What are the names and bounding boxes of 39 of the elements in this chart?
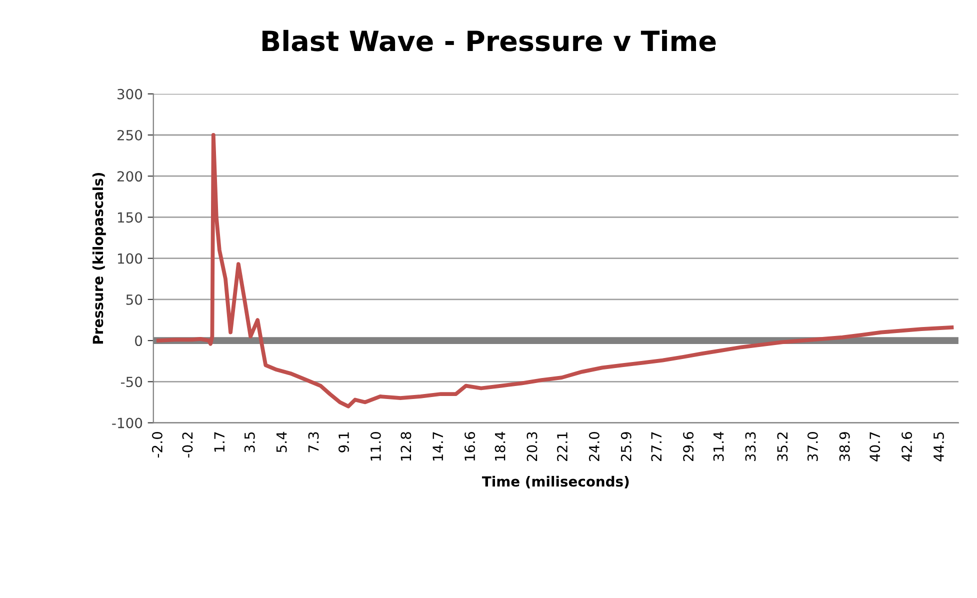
x-tick-label: 40.7 (870, 432, 880, 462)
x-tick-label: 24.0 (588, 432, 600, 462)
x-tick-label: 35.2 (777, 432, 788, 461)
x-tick-label: 3.5 (244, 432, 255, 452)
x-tick-label: 9.1 (338, 432, 350, 452)
x-tick-label: 37.0 (807, 432, 818, 461)
x-tick-label: 27.7 (651, 432, 662, 462)
x-tick-label: 5.4 (276, 432, 287, 452)
x-tick-label: 16.6 (464, 432, 476, 461)
x-tick-label: -2.0 (152, 432, 162, 458)
x-tick-label: 7.3 (308, 432, 319, 452)
x-tick-label: 44.5 (934, 432, 944, 462)
y-tick-label: 150 (118, 212, 142, 223)
y-tick-label: 50 (126, 294, 142, 305)
y-tick-label: 250 (117, 130, 142, 140)
y-tick-label: 100 (118, 253, 142, 264)
x-tick-label: -0.2 (182, 432, 193, 458)
x-tick-label: 18.4 (494, 432, 506, 461)
x-tick-label: 29.6 (683, 432, 694, 462)
x-tick-label: 14.7 (432, 432, 443, 461)
y-tick-label: -100 (112, 418, 142, 428)
y-tick-label: 200 (117, 171, 142, 182)
y-axis-title: Pressure (kilopascals) (92, 172, 106, 344)
x-axis-title: Time (miliseconds) (482, 476, 629, 488)
line-series (156, 133, 954, 408)
x-tick-label: 12.8 (400, 432, 412, 461)
x-tick-label: 33.3 (745, 432, 756, 461)
x-tick-label: 25.9 (620, 432, 632, 462)
x-tick-label: 20.3 (526, 432, 538, 462)
x-tick-label: 11.0 (370, 432, 381, 461)
x-tick-label: 22.1 (557, 432, 568, 462)
chart-title: Blast Wave - Pressure v Time (262, 30, 716, 52)
x-tick-label: 31.4 (713, 432, 724, 461)
x-tick-label: 38.9 (839, 432, 850, 461)
y-tick-label: 0 (135, 336, 142, 346)
x-tick-label: 1.7 (214, 432, 224, 452)
y-tick-label: 300 (118, 88, 142, 100)
x-tick-label: 42.6 (902, 432, 912, 462)
y-tick-label: -50 (120, 376, 142, 388)
